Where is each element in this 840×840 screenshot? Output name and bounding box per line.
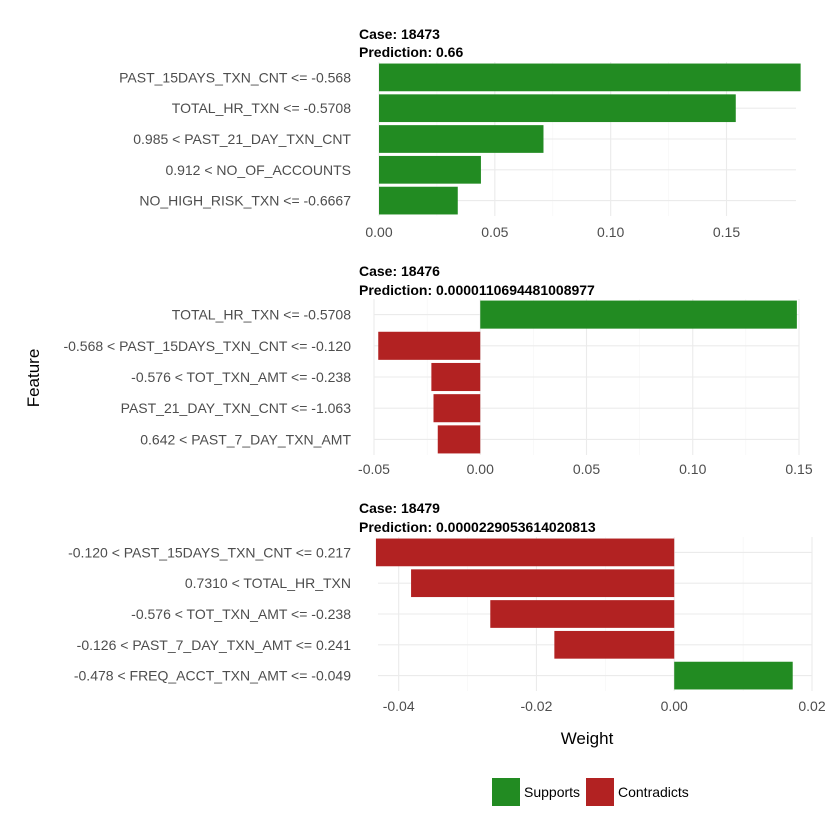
feature-label: -0.568 < PAST_15DAYS_TXN_CNT <= -0.120 — [63, 338, 351, 354]
bar — [379, 63, 801, 92]
y-axis-title: Feature — [24, 349, 43, 408]
feature-label: -0.126 < PAST_7_DAY_TXN_AMT <= 0.241 — [77, 637, 352, 653]
bar — [411, 569, 675, 598]
x-tick-label: -0.02 — [520, 698, 552, 714]
panel-case-label: Case: 18473 — [359, 26, 440, 42]
bar — [379, 125, 544, 153]
x-tick-label: -0.04 — [383, 698, 415, 714]
bar — [433, 394, 481, 423]
bar — [375, 538, 675, 567]
x-tick-label: 0.05 — [481, 224, 508, 240]
panel-prediction-label: Prediction: 0.66 — [359, 44, 463, 60]
bar — [480, 300, 797, 329]
feature-label: TOTAL_HR_TXN <= -0.5708 — [172, 307, 351, 323]
bar — [379, 186, 458, 215]
panel-prediction-label: Prediction: 0.0000110694481008977 — [359, 282, 595, 298]
panel-case-label: Case: 18479 — [359, 500, 440, 516]
bar — [437, 425, 481, 454]
x-tick-label: 0.00 — [365, 224, 392, 240]
feature-label: 0.912 < NO_OF_ACCOUNTS — [165, 162, 351, 178]
x-axis-title: Weight — [561, 729, 614, 748]
x-tick-label: -0.05 — [358, 461, 390, 477]
bar — [490, 600, 675, 628]
x-tick-label: 0.00 — [661, 698, 688, 714]
feature-label: NO_HIGH_RISK_TXN <= -0.6667 — [139, 193, 351, 209]
feature-label: -0.576 < TOT_TXN_AMT <= -0.238 — [131, 606, 351, 622]
legend-label: Contradicts — [618, 784, 689, 800]
legend-swatch — [492, 778, 520, 806]
panel-case-label: Case: 18476 — [359, 263, 440, 279]
feature-label: 0.985 < PAST_21_DAY_TXN_CNT — [133, 131, 351, 147]
bar — [674, 661, 793, 690]
panel-prediction-label: Prediction: 0.0000229053614020813 — [359, 519, 596, 535]
bar — [554, 630, 675, 659]
x-tick-label: 0.00 — [467, 461, 494, 477]
feature-label: -0.576 < TOT_TXN_AMT <= -0.238 — [131, 369, 351, 385]
x-tick-label: 0.10 — [597, 224, 624, 240]
x-tick-label: 0.15 — [785, 461, 812, 477]
feature-label: -0.120 < PAST_15DAYS_TXN_CNT <= 0.217 — [68, 544, 351, 560]
feature-label: PAST_21_DAY_TXN_CNT <= -1.063 — [121, 400, 352, 416]
x-tick-label: 0.15 — [713, 224, 740, 240]
x-tick-label: 0.02 — [798, 698, 825, 714]
feature-label: PAST_15DAYS_TXN_CNT <= -0.568 — [119, 69, 351, 85]
feature-label: 0.642 < PAST_7_DAY_TXN_AMT — [140, 431, 351, 447]
legend-swatch — [586, 778, 614, 806]
feature-label: TOTAL_HR_TXN <= -0.5708 — [172, 100, 351, 116]
bar — [378, 331, 481, 360]
x-tick-label: 0.05 — [573, 461, 600, 477]
x-tick-label: 0.10 — [679, 461, 706, 477]
bar — [379, 155, 481, 184]
legend-label: Supports — [524, 784, 580, 800]
bar — [431, 362, 481, 392]
feature-label: -0.478 < FREQ_ACCT_TXN_AMT <= -0.049 — [74, 668, 351, 684]
feature-label: 0.7310 < TOTAL_HR_TXN — [185, 575, 351, 591]
bar — [379, 94, 736, 123]
